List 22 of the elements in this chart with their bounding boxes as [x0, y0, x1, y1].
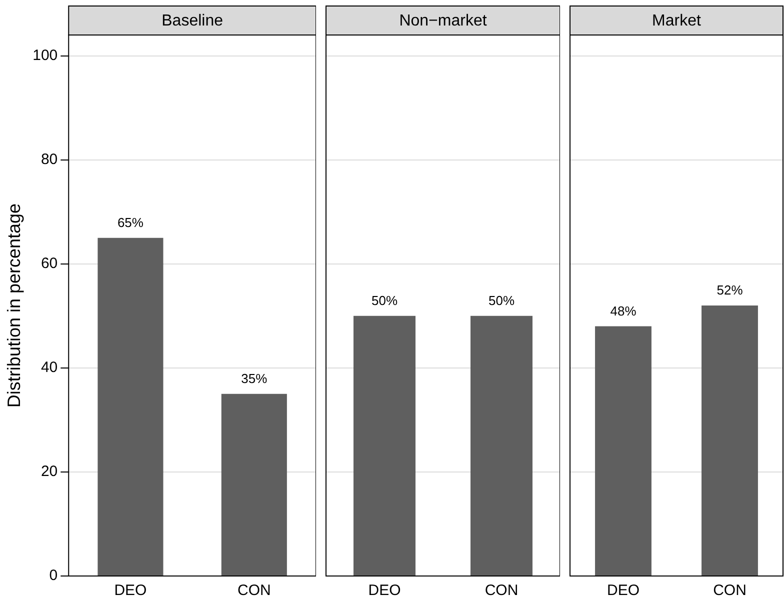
y-axis-title: Distribution in percentage [4, 203, 24, 408]
chart-title: Non−market [399, 12, 488, 30]
y-tick-label: 0 [49, 567, 58, 584]
y-tick-label: 40 [40, 359, 58, 376]
x-tick-label: DEO [606, 582, 640, 600]
data-label: 50% [371, 292, 398, 308]
x-tick-label: CON [484, 582, 518, 600]
y-tick-label: 100 [32, 46, 58, 64]
y-tick-label: 20 [40, 463, 58, 480]
data-label: 35% [241, 371, 268, 386]
data-label: 65% [117, 214, 144, 230]
data-label: 50% [488, 292, 515, 308]
chart-title: Market [652, 12, 702, 30]
x-tick-label: CON [237, 582, 271, 600]
x-tick-label: DEO [368, 582, 401, 600]
x-tick-label: DEO [114, 582, 147, 600]
chart-title: Baseline [162, 12, 224, 30]
y-tick-label: 80 [40, 150, 58, 168]
data-label: 48% [610, 303, 637, 318]
x-tick-label: CON [713, 582, 746, 600]
y-tick-label: 60 [40, 255, 58, 272]
data-label: 52% [716, 282, 744, 298]
